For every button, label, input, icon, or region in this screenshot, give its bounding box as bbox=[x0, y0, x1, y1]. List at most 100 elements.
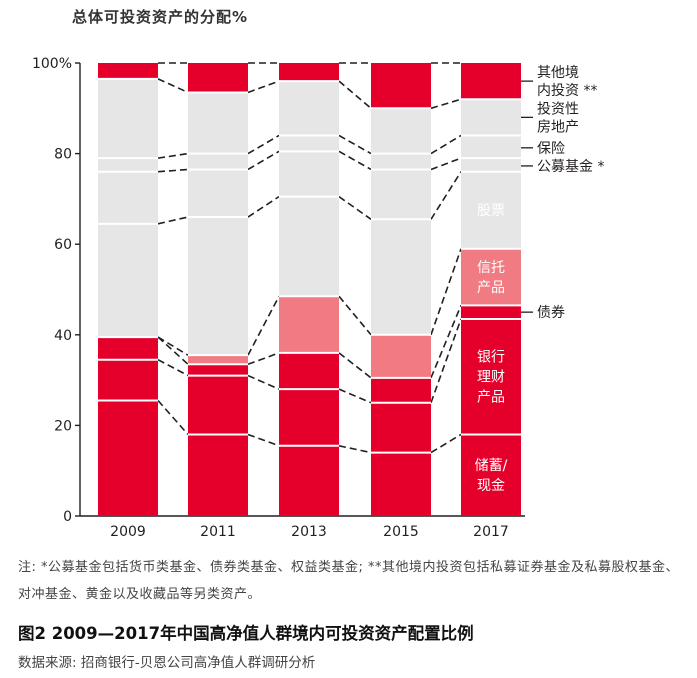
bar-segment bbox=[279, 296, 339, 353]
in-bar-label: 信托 bbox=[477, 260, 505, 276]
bar-segment bbox=[371, 402, 431, 453]
y-tick-label: 100% bbox=[32, 56, 72, 72]
connector-line bbox=[338, 295, 372, 336]
in-bar-label: 银行 bbox=[477, 350, 505, 366]
bar-segment bbox=[461, 63, 521, 100]
bar-segment bbox=[188, 375, 248, 435]
bar-segment bbox=[98, 359, 158, 401]
chart-title: 总体可投资资产的分配% bbox=[72, 8, 249, 26]
connector-line bbox=[338, 134, 372, 155]
connector-line bbox=[157, 216, 189, 225]
series-label: 债券 bbox=[537, 305, 565, 321]
bar-segment bbox=[371, 169, 431, 220]
bar-segment bbox=[371, 63, 431, 109]
connector-line bbox=[247, 433, 280, 447]
series-label: 保险 bbox=[537, 141, 565, 157]
connector-line bbox=[338, 150, 372, 171]
connector-line bbox=[430, 248, 462, 336]
bar-segment bbox=[188, 434, 248, 516]
bar-segment bbox=[98, 158, 158, 172]
bar-segment bbox=[188, 92, 248, 154]
connector-lines bbox=[157, 62, 462, 454]
connector-line bbox=[247, 295, 280, 356]
bar-segment bbox=[279, 352, 339, 390]
y-tick-label: 0 bbox=[63, 509, 72, 525]
connector-line bbox=[247, 352, 280, 365]
series-label: 公募基金 * bbox=[537, 158, 604, 175]
bar-segment bbox=[371, 452, 431, 516]
x-tick-label: 2017 bbox=[473, 524, 509, 540]
bar-segment bbox=[461, 171, 521, 249]
connector-line bbox=[338, 352, 372, 379]
bar-segment bbox=[461, 305, 521, 319]
connector-line bbox=[157, 168, 189, 173]
bar-segment bbox=[279, 445, 339, 516]
bar-segment bbox=[98, 400, 158, 516]
x-tick-label: 2009 bbox=[110, 524, 146, 540]
bar-segment bbox=[371, 108, 431, 154]
connector-line bbox=[338, 445, 372, 454]
connector-line bbox=[430, 171, 462, 220]
connector-line bbox=[247, 134, 280, 155]
connector-line bbox=[247, 80, 280, 94]
connector-line bbox=[338, 195, 372, 220]
series-label: 其他境 bbox=[537, 65, 579, 81]
connector-line bbox=[430, 305, 462, 379]
labels: 2009 2011 2013 2015 2017储蓄/现金银行理财产品信托产品股票其他境… bbox=[110, 65, 604, 540]
bar-segment bbox=[98, 78, 158, 159]
bar-segment bbox=[98, 223, 158, 338]
bar-segment bbox=[461, 135, 521, 159]
connector-line bbox=[430, 98, 462, 110]
x-tick-label: 2013 bbox=[291, 524, 327, 540]
bar-segment bbox=[461, 248, 521, 306]
connector-line bbox=[338, 388, 372, 404]
bar-segment bbox=[188, 364, 248, 376]
bar-segment bbox=[98, 63, 158, 79]
bar-segment bbox=[98, 171, 158, 224]
connector-line bbox=[157, 399, 189, 435]
bar-segment bbox=[461, 158, 521, 172]
bar-segment bbox=[279, 63, 339, 82]
bar-segment bbox=[371, 334, 431, 378]
connector-line bbox=[157, 152, 189, 159]
connector-line bbox=[430, 433, 462, 454]
connector-line bbox=[430, 134, 462, 155]
bar-segment bbox=[188, 169, 248, 218]
y-tick-label: 80 bbox=[54, 147, 72, 163]
connector-line bbox=[430, 157, 462, 171]
in-bar-label: 股票 bbox=[477, 203, 505, 219]
bar-segment bbox=[279, 135, 339, 152]
bar-segment bbox=[188, 63, 248, 93]
chart-footnote: 注: *公募基金包括货币类基金、债券类基金、权益类基金; **其他境内投资包括私… bbox=[18, 560, 680, 602]
in-bar-label: 理财 bbox=[477, 370, 505, 386]
y-tick-label: 20 bbox=[54, 418, 72, 434]
bar-segment bbox=[188, 153, 248, 170]
bar-segment bbox=[461, 99, 521, 136]
bars bbox=[98, 63, 521, 516]
connector-line bbox=[338, 80, 372, 109]
x-tick-label: 2015 bbox=[383, 524, 419, 540]
stacked-bar-chart: 0 20 40 60 80 100% 2009 2011 2013 2015 2017 储蓄/现金 银… bbox=[32, 56, 604, 540]
bar-segment bbox=[188, 217, 248, 356]
bar-segment bbox=[98, 337, 158, 360]
bar-segment bbox=[461, 318, 521, 435]
in-bar-label: 储蓄/ bbox=[475, 458, 508, 474]
connector-line bbox=[247, 150, 280, 171]
connector-line bbox=[247, 195, 280, 218]
bar-segment bbox=[188, 355, 248, 365]
figure-caption: 图2 2009—2017年中国高净值人群境内可投资资产配置比例 bbox=[18, 624, 474, 643]
connector-line bbox=[157, 78, 189, 94]
connector-line bbox=[157, 359, 189, 377]
connector-line bbox=[247, 374, 280, 390]
in-bar-label: 产品 bbox=[477, 280, 505, 296]
in-bar-label: 产品 bbox=[477, 390, 505, 406]
bar-segment bbox=[279, 389, 339, 446]
bar-segment bbox=[371, 377, 431, 403]
series-label: 房地产 bbox=[537, 119, 579, 135]
bar-segment bbox=[371, 219, 431, 335]
series-label: 投资性 bbox=[537, 101, 579, 117]
series-label: 内投资 ** bbox=[537, 83, 597, 99]
bar-segment bbox=[279, 81, 339, 136]
bar-segment bbox=[371, 153, 431, 170]
connector-line bbox=[157, 336, 189, 365]
